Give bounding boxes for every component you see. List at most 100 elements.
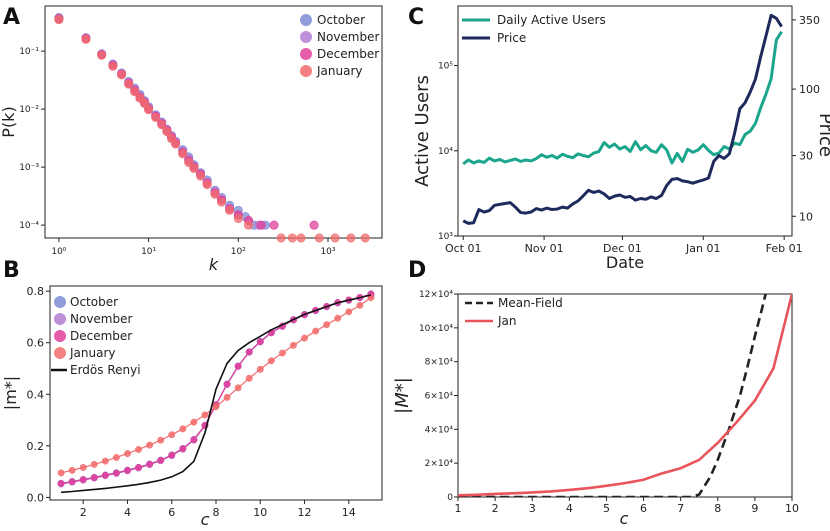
data-point-january	[190, 418, 198, 426]
data-point-january	[157, 436, 165, 444]
x-tick-label: 7	[677, 502, 684, 515]
x-axis-label: c	[201, 510, 210, 527]
data-point-december	[309, 220, 319, 230]
x-tick-label: 4	[124, 506, 131, 519]
data-point-january	[117, 70, 127, 80]
data-point-december	[157, 456, 165, 464]
series-line-meanfield	[458, 294, 767, 497]
y-tick-label: 4×10⁴	[425, 425, 454, 435]
data-point-january	[296, 233, 306, 243]
data-point-january	[189, 163, 199, 173]
y-tick-label: 2×10⁴	[425, 459, 454, 469]
data-point-december	[269, 220, 279, 230]
data-point-january	[79, 464, 87, 471]
data-point-january	[278, 349, 286, 357]
x-tick-label: 3	[529, 502, 536, 515]
data-point-december	[245, 348, 253, 356]
panel-b-magnetization: 2 4 6 8 10 12 14 0.0 0.2 0.4 0.6 0.8 c |m*| October Nov…	[1, 285, 383, 529]
data-point-january	[290, 341, 297, 349]
legend-label-december: December	[317, 47, 379, 61]
plot-frame	[44, 5, 383, 239]
y-tick-label: 10⁵	[438, 62, 453, 72]
x-tick-label: 10	[785, 502, 799, 515]
data-point-december	[256, 338, 264, 346]
x-tick-label: 1	[455, 502, 462, 515]
data-point-january	[179, 425, 187, 433]
data-point-january	[356, 301, 364, 309]
data-point-january	[97, 50, 107, 60]
x-tick-label: 8	[714, 502, 721, 515]
data-point-january	[267, 357, 275, 365]
plot-frame	[457, 5, 793, 237]
data-point-january	[346, 233, 356, 243]
data-point-january	[124, 450, 131, 458]
data-point-january	[57, 469, 65, 477]
data-point-january	[151, 112, 161, 122]
legend-marker-december	[300, 48, 312, 60]
data-point-january	[334, 314, 342, 322]
data-point-january	[323, 321, 331, 329]
data-point-january	[201, 411, 209, 419]
legend-marker-october	[300, 14, 312, 26]
data-point-december	[57, 480, 65, 487]
data-point-january	[112, 454, 120, 461]
x-tick-label: Feb 01	[766, 242, 803, 255]
legend-label-october: October	[70, 295, 118, 309]
data-point-january	[210, 189, 220, 199]
data-point-january	[146, 441, 154, 449]
data-point-january	[245, 374, 253, 382]
data-point-january	[287, 233, 297, 243]
data-point-january	[314, 233, 324, 243]
data-point-january	[223, 393, 231, 401]
legend-label-meanfield: Mean-Field	[498, 296, 563, 310]
y-tick-label: 10⁻³	[19, 163, 39, 173]
x-tick-label: 2	[492, 502, 499, 515]
data-point-january	[162, 127, 172, 137]
panel-c-users-price: Oct 01 Nov 01 Dec 01 Jan 01 Feb 01 10³ 10⁴ 10⁵ 1…	[412, 5, 830, 272]
data-point-january	[276, 233, 286, 243]
data-point-december	[79, 476, 87, 484]
data-point-january	[202, 180, 212, 190]
y-tick-label: 6×10⁴	[425, 392, 454, 402]
panel-d-mean-field: 1 2 3 4 5 6 7 8 9 10 0 2×10⁴ 4×10⁴ 6×10⁴ 8×10⁴ 10×10⁴ 12…	[392, 290, 799, 528]
panel-letter-b: B	[3, 258, 20, 283]
y-axis-label: P(k)	[0, 106, 18, 137]
x-tick-label: 10³	[320, 247, 335, 257]
data-point-december	[90, 474, 98, 482]
x-axis-label: k	[209, 255, 219, 274]
data-point-december	[146, 460, 154, 468]
series-line-erdos	[61, 294, 372, 494]
y2-tick-label: 100	[799, 83, 820, 96]
data-point-january	[144, 105, 154, 115]
legend-label-november: November	[317, 30, 379, 44]
data-point-january	[68, 466, 76, 474]
data-point-january	[233, 214, 243, 224]
y-tick-label: 8×10⁴	[425, 358, 454, 368]
x-tick-label: Oct 01	[445, 242, 482, 255]
data-point-december	[223, 380, 231, 388]
data-point-january	[212, 403, 220, 411]
data-point-january	[244, 220, 254, 230]
data-point-january	[330, 233, 340, 243]
data-point-january	[124, 79, 134, 89]
data-point-january	[178, 149, 188, 159]
data-point-january	[54, 15, 64, 25]
data-point-january	[171, 139, 181, 149]
data-point-january	[312, 327, 320, 335]
data-point-december	[135, 464, 142, 471]
legend-label-october: October	[317, 13, 365, 27]
legend-label-december: December	[70, 329, 132, 343]
data-point-january	[90, 460, 98, 468]
data-point-january	[108, 61, 118, 71]
data-point-december	[112, 469, 120, 477]
y-tick-label: 10⁴	[438, 147, 453, 157]
y-axis-label: |M*|	[392, 377, 413, 414]
panel-letter-a: A	[3, 5, 20, 30]
x-tick-label: 10¹	[141, 247, 156, 257]
x-axis-label: c	[620, 509, 629, 527]
data-point-january	[139, 99, 149, 109]
data-point-december	[124, 466, 131, 474]
y-tick-label: 0.6	[27, 337, 45, 350]
x-tick-label: 8	[213, 506, 220, 519]
